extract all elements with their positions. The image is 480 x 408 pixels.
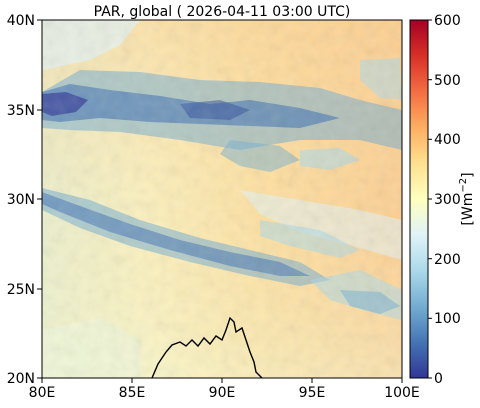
colorbar-tick-label: 600 bbox=[434, 13, 461, 29]
x-tick-label: 90E bbox=[209, 385, 236, 401]
colorbar-tick-label: 500 bbox=[434, 73, 461, 89]
map-title: PAR, global ( 2026-04-11 03:00 UTC) bbox=[93, 4, 351, 20]
colorbar: 0 100 200 300 400 500 600 [Wm−2] bbox=[409, 13, 476, 387]
y-tick-label: 25N bbox=[7, 282, 35, 298]
colorbar-tick-label: 200 bbox=[434, 252, 461, 268]
colorbar-tick-label: 100 bbox=[434, 311, 461, 327]
coastline bbox=[151, 316, 263, 378]
colorbar-tick-label: 0 bbox=[434, 371, 443, 387]
x-tick-label: 95E bbox=[299, 385, 326, 401]
colorbar-gradient bbox=[409, 19, 429, 379]
colorbar-label: [Wm−2] bbox=[458, 172, 476, 225]
y-tick-label: 35N bbox=[7, 103, 35, 119]
colorbar-tick-label: 400 bbox=[434, 132, 461, 148]
colorbar-tick-label: 300 bbox=[434, 192, 461, 208]
x-tick-label: 80E bbox=[29, 385, 56, 401]
x-axis: 80E 85E 90E 95E 100E bbox=[29, 378, 420, 401]
y-tick-label: 20N bbox=[7, 371, 35, 387]
y-axis: 20N 25N 30N 35N 40N bbox=[7, 13, 42, 387]
y-tick-label: 30N bbox=[7, 192, 35, 208]
x-tick-label: 85E bbox=[119, 385, 146, 401]
y-tick-label: 40N bbox=[7, 13, 35, 29]
x-tick-label: 100E bbox=[384, 385, 420, 401]
par-field bbox=[42, 20, 402, 378]
